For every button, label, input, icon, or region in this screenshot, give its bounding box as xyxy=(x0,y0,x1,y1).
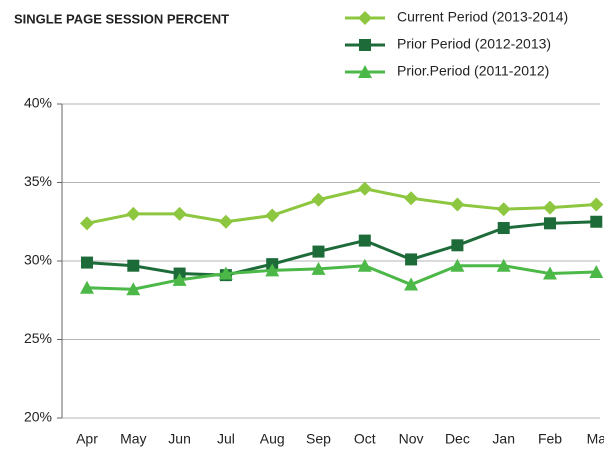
data-point xyxy=(497,222,510,235)
x-tick-label: Feb xyxy=(538,431,562,447)
data-point xyxy=(590,215,603,228)
x-tick-label: Ma xyxy=(587,431,604,447)
y-tick-label: 25% xyxy=(24,330,52,346)
data-point xyxy=(126,206,141,221)
x-tick-label: May xyxy=(120,431,146,447)
x-tick-label: Nov xyxy=(399,431,424,447)
data-point xyxy=(80,216,94,231)
data-point xyxy=(265,208,280,223)
x-tick-label: Oct xyxy=(354,431,376,447)
x-tick-label: Jun xyxy=(168,431,191,447)
y-tick-label: 35% xyxy=(24,173,52,189)
data-point xyxy=(218,214,233,229)
data-point xyxy=(543,266,557,280)
series-line xyxy=(86,264,597,291)
series-line xyxy=(86,220,597,277)
data-point xyxy=(127,259,140,272)
legend-label: Prior Period (2012-2013) xyxy=(397,36,551,52)
data-point xyxy=(450,197,465,212)
legend-marker xyxy=(359,39,371,51)
legend-marker xyxy=(358,65,372,78)
data-point xyxy=(543,200,557,215)
x-tick-label: Apr xyxy=(76,431,98,447)
data-point xyxy=(450,258,465,272)
data-point xyxy=(404,191,419,206)
data-point xyxy=(172,206,187,221)
data-point xyxy=(312,245,325,258)
data-point xyxy=(358,234,371,247)
data-point xyxy=(311,192,326,207)
y-tick-label: 20% xyxy=(24,409,52,425)
data-point xyxy=(80,280,94,294)
x-tick-label: Jul xyxy=(217,431,235,447)
legend-marker xyxy=(358,11,372,25)
x-tick-label: Dec xyxy=(445,431,470,447)
y-tick-label: 30% xyxy=(24,252,52,268)
data-point xyxy=(311,261,326,275)
data-point xyxy=(172,272,187,286)
data-point xyxy=(496,202,511,217)
data-point xyxy=(265,263,280,277)
data-point xyxy=(451,239,464,252)
series-line xyxy=(86,187,597,225)
data-point xyxy=(405,253,418,266)
y-tick-label: 40% xyxy=(24,95,52,111)
legend-label: Current Period (2013-2014) xyxy=(397,9,568,25)
data-point xyxy=(218,266,233,280)
data-point xyxy=(126,282,141,296)
chart-title: SINGLE PAGE SESSION PERCENT xyxy=(14,11,229,26)
data-point xyxy=(81,256,93,269)
x-tick-label: Sep xyxy=(306,431,331,447)
data-point xyxy=(357,181,372,196)
data-point xyxy=(589,264,604,278)
data-point xyxy=(404,277,419,291)
x-tick-label: Jan xyxy=(492,431,515,447)
data-point xyxy=(496,258,511,272)
data-point xyxy=(544,217,556,230)
data-point xyxy=(589,197,604,212)
data-point xyxy=(357,258,372,272)
legend-label: Prior.Period (2011-2012) xyxy=(397,63,549,79)
x-tick-label: Aug xyxy=(260,431,285,447)
